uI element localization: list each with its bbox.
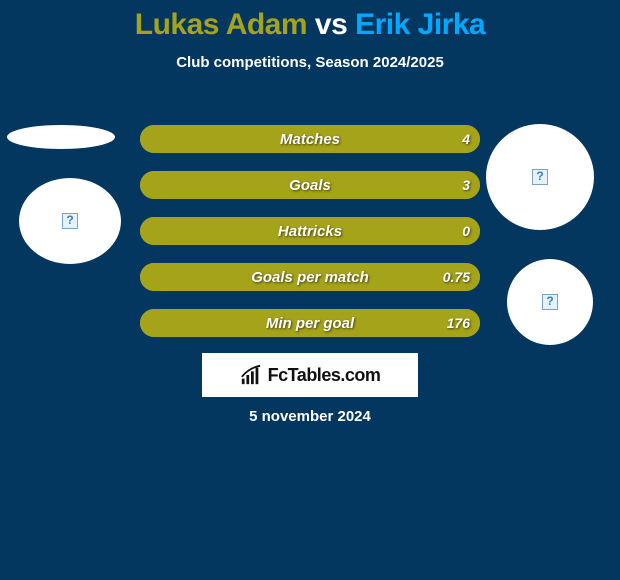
deco-circle-left bbox=[19, 178, 121, 264]
stat-bar-row: Goals3 bbox=[140, 171, 480, 199]
stat-bar-row: Min per goal176 bbox=[140, 309, 480, 337]
date-text: 5 november 2024 bbox=[0, 408, 620, 425]
stat-bars: Matches4 Goals3 Hattricks0 Goals per match0… bbox=[140, 125, 480, 355]
stat-bar-row: Goals per match0.75 bbox=[140, 263, 480, 291]
subtitle: Club competitions, Season 2024/2025 bbox=[0, 54, 620, 71]
deco-circle-right-top bbox=[486, 124, 594, 230]
vs-text: vs bbox=[315, 8, 347, 41]
stat-bar-fill bbox=[140, 217, 480, 245]
logo-text: FcTables.com bbox=[268, 365, 381, 386]
stat-bar-fill bbox=[140, 125, 480, 153]
fctables-icon bbox=[240, 364, 262, 386]
stat-bar-fill bbox=[140, 309, 480, 337]
placeholder-icon bbox=[542, 294, 558, 310]
logo-badge: FcTables.com bbox=[202, 353, 418, 397]
stat-bar-fill bbox=[140, 171, 480, 199]
stat-bar-row: Matches4 bbox=[140, 125, 480, 153]
comparison-title: Lukas Adam vs Erik Jirka bbox=[0, 0, 620, 42]
stat-bar-row: Hattricks0 bbox=[140, 217, 480, 245]
deco-circle-right-low bbox=[507, 259, 593, 345]
player1-name: Lukas Adam bbox=[135, 8, 307, 41]
deco-ellipse-top-left bbox=[7, 125, 115, 149]
placeholder-icon bbox=[532, 169, 548, 185]
player2-name: Erik Jirka bbox=[355, 8, 485, 41]
stat-bar-fill bbox=[140, 263, 480, 291]
placeholder-icon bbox=[62, 213, 78, 229]
